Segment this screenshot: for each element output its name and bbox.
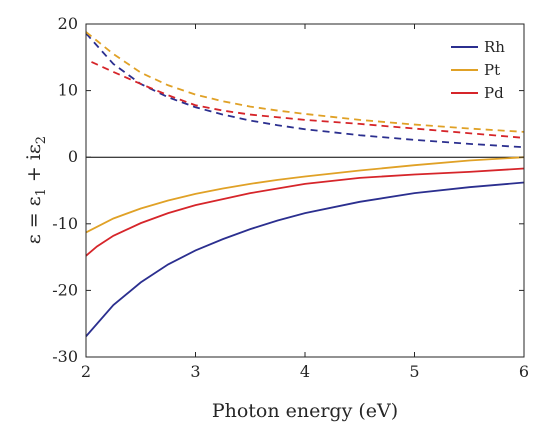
legend: Rh Pt Pd [451, 38, 505, 102]
series-rh-eps2-line [85, 32, 525, 149]
y-axis-title-base: ε = ε [23, 196, 45, 244]
x-axis-title: Photon energy (eV) [212, 400, 398, 422]
y-tick-label: 20 [58, 14, 78, 33]
x-tick-label: 2 [81, 362, 91, 381]
y-axis-title-sub2: 2 [34, 136, 49, 144]
y-tick-label: -10 [52, 214, 78, 233]
y-axis-title-sub1: 1 [34, 188, 49, 196]
legend-label-pt: Pt [484, 61, 500, 79]
series-pt-eps2-line [85, 31, 525, 133]
y-axis-title-mid: + iε [23, 144, 45, 188]
x-tick-label: 4 [300, 362, 310, 381]
tick-layer: 2 3 4 5 6 -30 -20 -10 0 10 20 [52, 14, 529, 381]
series-rh-eps1-line [85, 181, 525, 337]
x-tick-label: 3 [190, 362, 200, 381]
legend-label-pd: Pd [484, 84, 504, 102]
y-tick-label: 0 [68, 147, 78, 166]
y-tick-label: -30 [52, 347, 78, 366]
series-pd-eps2-line [91, 61, 525, 139]
series-pd-eps1-line [85, 167, 525, 257]
axes-layer [85, 23, 525, 358]
plot-layer [85, 31, 525, 337]
legend-label-rh: Rh [484, 38, 505, 56]
series-pt-eps1-line [85, 156, 525, 234]
x-tick-label: 6 [519, 362, 529, 381]
y-tick-label: -20 [52, 280, 78, 299]
plot-frame [85, 23, 525, 358]
x-tick-label: 5 [409, 362, 419, 381]
y-tick-label: 10 [58, 81, 78, 100]
y-axis-title: ε = ε1 + iε2 [23, 136, 49, 244]
